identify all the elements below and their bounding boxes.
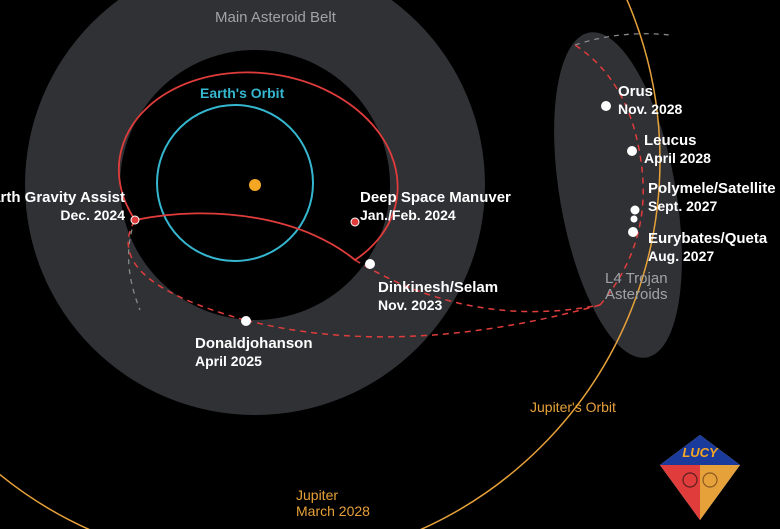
earth-orbit-label: Earth's Orbit bbox=[200, 85, 285, 101]
jupiter-label-2: March 2028 bbox=[296, 503, 370, 519]
label-donald-line1: Donaldjohanson bbox=[195, 335, 313, 352]
label-dsm-line2: Jan./Feb. 2024 bbox=[360, 207, 456, 223]
label-leucus-line2: April 2028 bbox=[644, 150, 711, 166]
marker-poly2 bbox=[631, 216, 638, 223]
trajectory-diagram: Earth Gravity AssistDec. 2024 Deep Space … bbox=[0, 0, 780, 529]
marker-leucus bbox=[627, 146, 637, 156]
label-dink-line1: Dinkinesh/Selam bbox=[378, 279, 498, 296]
marker-poly1 bbox=[631, 206, 640, 215]
label-orus-line2: Nov. 2028 bbox=[618, 101, 683, 117]
lucy-logo-text: LUCY bbox=[682, 445, 719, 460]
label-poly-line1: Polymele/Satellite bbox=[648, 180, 776, 197]
marker-dink bbox=[365, 259, 375, 269]
marker-orus bbox=[601, 101, 611, 111]
marker-dsm bbox=[351, 218, 359, 226]
label-dink-line2: Nov. 2023 bbox=[378, 297, 443, 313]
marker-donald bbox=[241, 316, 251, 326]
label-leucus-line1: Leucus bbox=[644, 132, 697, 149]
label-dsm-line1: Deep Space Manuver bbox=[360, 189, 511, 206]
trojan-label-1: L4 Trojan bbox=[605, 270, 668, 287]
marker-eury bbox=[628, 227, 638, 237]
label-poly-line2: Sept. 2027 bbox=[648, 198, 717, 214]
jupiter-orbit-label: Jupiter's Orbit bbox=[530, 399, 616, 415]
label-eury-line1: Eurybates/Queta bbox=[648, 230, 768, 247]
sun bbox=[249, 179, 261, 191]
label-orus-line1: Orus bbox=[618, 83, 653, 100]
label-ega-line1: Earth Gravity Assist bbox=[0, 189, 125, 206]
jupiter-label-1: Jupiter bbox=[296, 487, 338, 503]
marker-ega bbox=[131, 216, 139, 224]
belt-label: Main Asteroid Belt bbox=[215, 9, 337, 26]
label-eury-line2: Aug. 2027 bbox=[648, 248, 714, 264]
label-donald-line2: April 2025 bbox=[195, 353, 262, 369]
trojan-label-2: Asteroids bbox=[605, 286, 668, 303]
label-ega-line2: Dec. 2024 bbox=[60, 207, 125, 223]
